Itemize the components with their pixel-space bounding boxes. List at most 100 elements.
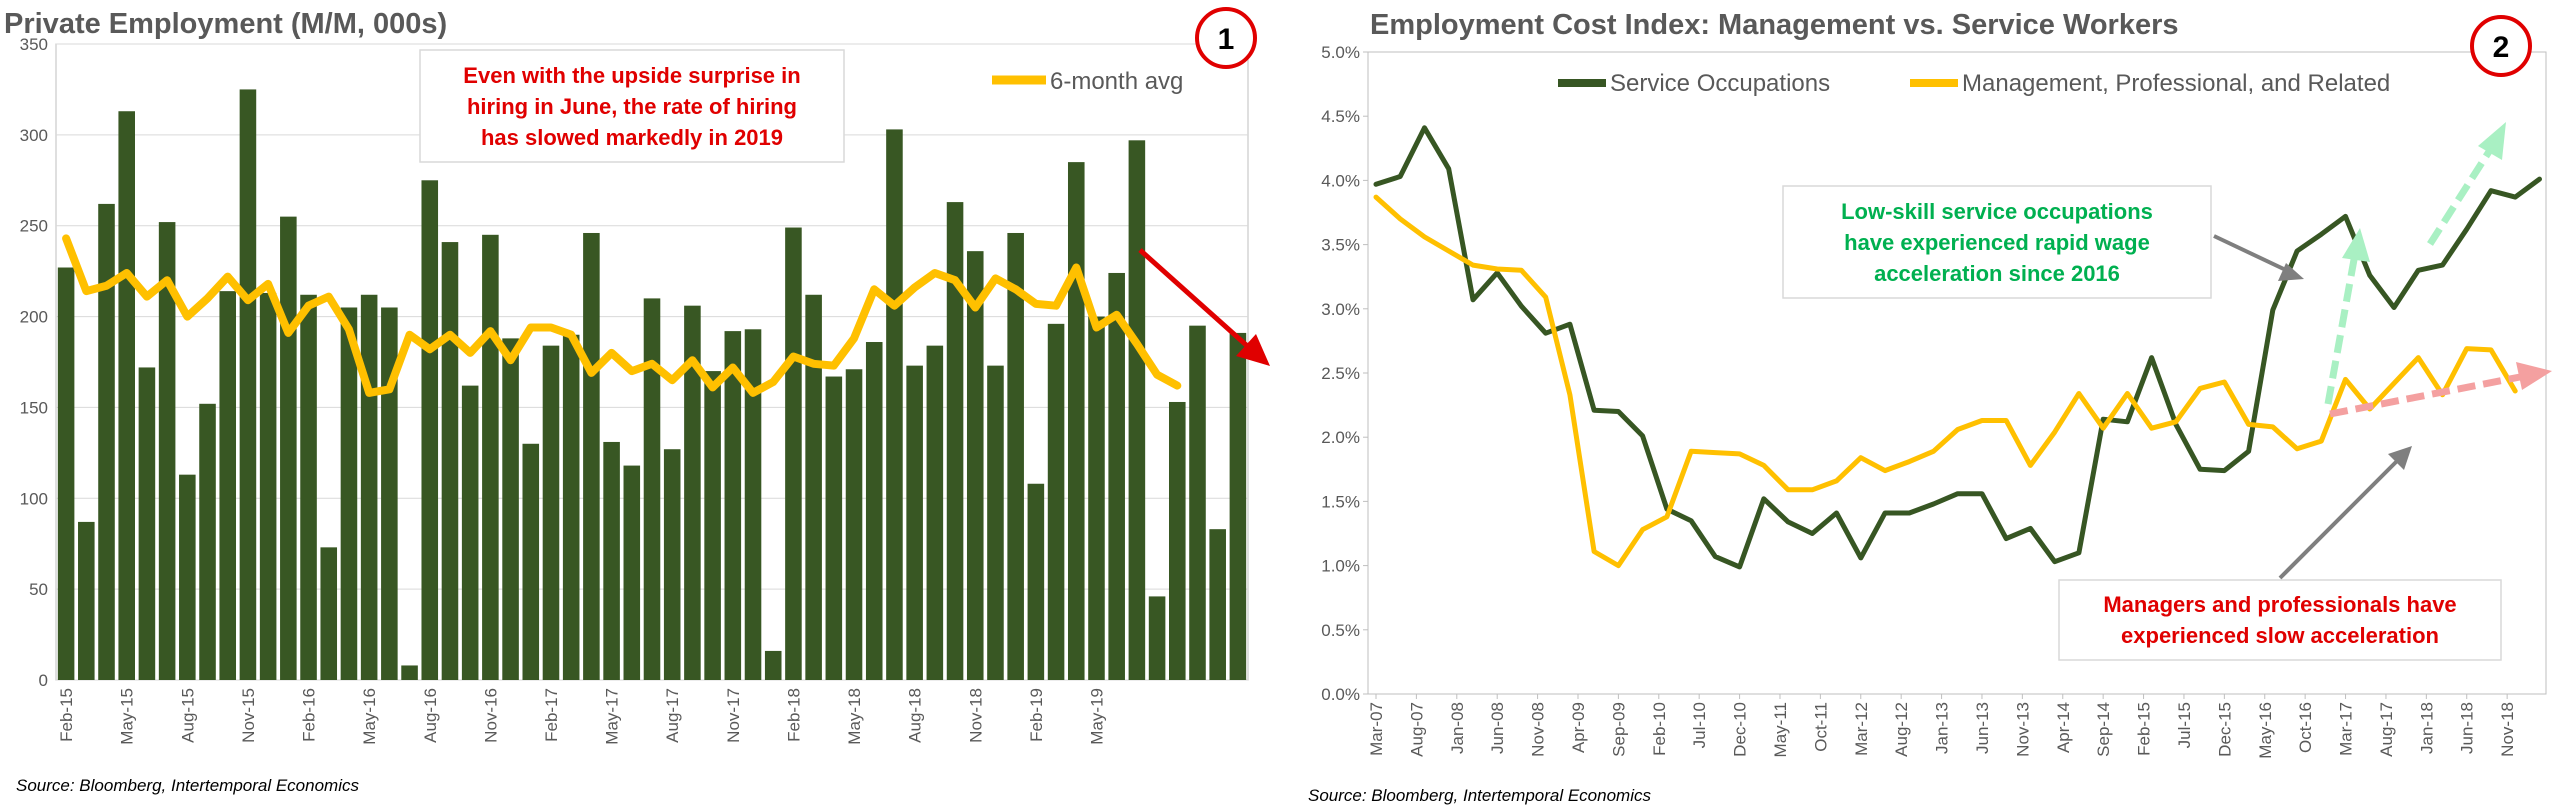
y-tick-label: 200	[20, 308, 48, 327]
pointer-arrow-green-note	[2213, 234, 2304, 281]
bar	[1169, 401, 1186, 680]
x-tick-label: Jul-10	[1690, 702, 1709, 748]
bar	[259, 292, 277, 680]
annotation-line: hiring in June, the rate of hiring	[467, 94, 797, 119]
bar	[482, 234, 499, 681]
bar	[1007, 232, 1024, 681]
x-tick-label: Jan-13	[1933, 702, 1952, 754]
x-tick-label: Nov-13	[2013, 702, 2032, 757]
badge-number: 2	[2493, 31, 2510, 64]
y-tick-label: 2.0%	[1321, 428, 1360, 447]
x-tick-label: May-19	[1088, 688, 1107, 745]
bar	[381, 307, 398, 680]
bar	[805, 294, 822, 680]
annotation-line: experienced slow acceleration	[2121, 623, 2439, 648]
x-tick-label: Nov-08	[1529, 702, 1548, 757]
x-tick-label: Sep-09	[1609, 702, 1628, 757]
bar	[179, 474, 196, 680]
y-tick-label: 0.5%	[1321, 621, 1360, 640]
annotation-line: Managers and professionals have	[2103, 592, 2456, 617]
six-month-avg-line	[62, 234, 1182, 397]
bar	[643, 298, 661, 680]
bar	[946, 202, 964, 680]
x-tick-label: Dec-10	[1731, 702, 1750, 757]
bar	[1067, 162, 1085, 681]
source-note: Source: Bloomberg, Intertemporal Economi…	[16, 776, 359, 795]
legend: Service Occupations Management, Professi…	[1558, 70, 2390, 97]
legend-label: Management, Professional, and Related	[1962, 70, 2390, 97]
bar	[603, 441, 620, 680]
bar	[1148, 596, 1166, 680]
bar	[845, 369, 863, 680]
bar	[98, 203, 115, 680]
y-tick-label: 300	[20, 126, 48, 145]
bar	[704, 371, 721, 680]
chart-title: Employment Cost Index: Management vs. Se…	[1370, 9, 2179, 41]
badge-number: 1	[1218, 23, 1235, 56]
bar	[865, 342, 883, 680]
x-tick-label: Feb-16	[300, 688, 319, 742]
employment-cost-index-panel: Employment Cost Index: Management vs. Se…	[1290, 0, 2571, 811]
bar	[1027, 483, 1045, 680]
x-tick-label: Aug-17	[2377, 702, 2396, 757]
bar	[1209, 529, 1226, 680]
bar	[1229, 332, 1247, 680]
bar	[199, 403, 216, 680]
y-tick-label: 150	[20, 398, 48, 417]
x-tick-label: Aug-17	[663, 688, 682, 743]
bar	[987, 365, 1004, 680]
bar	[785, 227, 802, 680]
x-tick-label: May-15	[118, 688, 137, 745]
x-tick-label: Jun-13	[1973, 702, 1992, 754]
legend-label: 6-month avg	[1050, 68, 1183, 95]
bar	[724, 331, 742, 680]
bar	[926, 345, 944, 680]
management-professional-line	[1373, 194, 2518, 569]
y-tick-label: 0.0%	[1321, 685, 1360, 704]
bar	[1189, 325, 1206, 680]
y-tick-label: 3.5%	[1321, 236, 1360, 255]
x-tick-label: May-17	[603, 688, 622, 745]
x-tick-label: Feb-15	[2135, 702, 2154, 756]
bar	[340, 307, 358, 680]
annotation-box-green: Low-skill service occupations have exper…	[1782, 185, 2212, 299]
down-trend-arrow	[1138, 248, 1270, 366]
service-occupations-line	[1373, 125, 2542, 570]
y-tick-label: 1.5%	[1321, 492, 1360, 511]
annotation-line: Even with the upside surprise in	[463, 63, 800, 88]
x-tick-label: May-16	[360, 688, 379, 745]
private-employment-chart: Private Employment (M/M, 000s) 0 50 100 150…	[4, 7, 1270, 795]
x-tick-label: Nov-18	[966, 688, 985, 743]
y-tick-label: 250	[20, 217, 48, 236]
x-tick-label: Oct-16	[2296, 702, 2315, 753]
y-tick-label: 0	[39, 671, 48, 690]
x-tick-label: Feb-10	[1650, 702, 1669, 756]
bar	[1128, 140, 1146, 680]
chart-number-badge: 2	[2470, 15, 2532, 77]
x-tick-label: Apr-14	[2054, 702, 2073, 753]
x-tick-label: Jun-08	[1488, 702, 1507, 754]
pointer-arrow-red-note	[2278, 446, 2412, 580]
x-tick-label: Jun-18	[2458, 702, 2477, 754]
bar	[158, 222, 176, 680]
y-tick-label: 2.5%	[1321, 364, 1360, 383]
bar	[360, 294, 378, 680]
x-tick-label: Feb-17	[542, 688, 561, 742]
y-tick-label: 4.0%	[1321, 171, 1360, 190]
x-tick-label: Mar-07	[1367, 702, 1386, 756]
bar	[966, 251, 984, 680]
x-tick-label: Nov-18	[2498, 702, 2517, 757]
annotation-box: Even with the upside surprise in hiring …	[419, 49, 845, 163]
x-tick-label: Apr-09	[1569, 702, 1588, 753]
bar	[542, 345, 560, 680]
bar	[441, 242, 459, 680]
chart-title: Private Employment (M/M, 000s)	[4, 8, 447, 40]
bar	[522, 443, 540, 680]
bar	[461, 385, 479, 680]
annotation-line: acceleration since 2016	[1874, 261, 2120, 286]
x-tick-label: Jan-18	[2417, 702, 2436, 754]
x-tick-label: Feb-19	[1027, 688, 1046, 742]
bar	[663, 449, 681, 680]
y-tick-label: 50	[29, 580, 48, 599]
bar	[906, 365, 923, 680]
